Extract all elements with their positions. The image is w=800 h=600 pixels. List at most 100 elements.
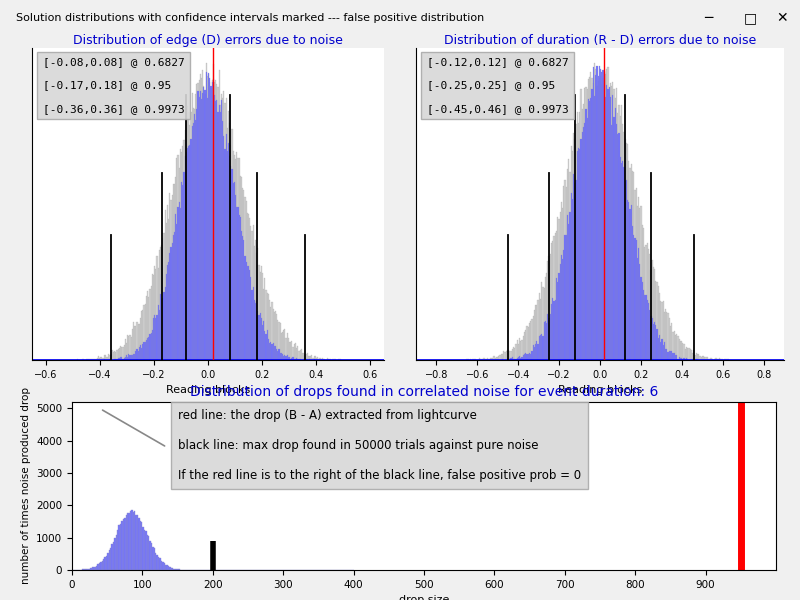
Bar xyxy=(482,359,483,360)
Bar xyxy=(286,355,288,360)
Bar xyxy=(241,230,242,360)
Bar xyxy=(162,238,163,360)
Bar xyxy=(515,359,517,360)
Bar xyxy=(655,325,657,360)
Bar xyxy=(209,82,210,360)
Bar xyxy=(607,89,609,360)
Bar xyxy=(141,348,142,360)
Bar xyxy=(625,181,626,360)
Bar xyxy=(186,119,187,360)
Bar xyxy=(595,69,596,360)
Bar xyxy=(319,358,321,360)
Bar xyxy=(214,95,215,360)
Bar xyxy=(702,356,703,360)
Bar xyxy=(323,359,324,360)
Bar xyxy=(606,68,607,360)
Bar xyxy=(699,356,701,360)
Bar xyxy=(568,159,570,360)
Bar xyxy=(165,565,166,570)
Bar xyxy=(82,569,83,570)
Bar xyxy=(201,78,202,360)
Bar xyxy=(158,310,160,360)
Bar xyxy=(667,313,669,360)
Bar xyxy=(210,86,211,360)
Bar xyxy=(150,333,152,360)
Bar xyxy=(604,71,605,360)
Bar xyxy=(203,86,205,360)
Bar xyxy=(317,358,318,360)
Bar xyxy=(203,88,205,360)
Bar xyxy=(186,152,187,360)
Bar xyxy=(683,344,685,360)
Bar xyxy=(132,329,133,360)
Bar xyxy=(158,557,159,570)
Bar xyxy=(304,355,306,360)
Bar xyxy=(678,339,680,360)
Bar xyxy=(131,510,133,570)
Bar xyxy=(284,329,286,360)
Bar xyxy=(672,332,674,360)
Bar xyxy=(182,185,183,360)
Bar xyxy=(254,246,255,360)
Bar xyxy=(165,209,166,360)
Bar xyxy=(529,353,530,360)
Bar xyxy=(208,73,209,360)
Bar xyxy=(147,338,148,360)
Bar xyxy=(680,341,681,360)
Bar xyxy=(119,348,120,360)
Bar xyxy=(130,337,132,360)
Bar xyxy=(137,322,138,360)
Bar xyxy=(117,530,118,570)
Bar xyxy=(161,300,162,360)
Bar xyxy=(196,84,198,360)
Bar xyxy=(642,282,643,360)
Bar xyxy=(694,355,696,360)
Bar xyxy=(128,513,130,570)
Bar xyxy=(648,249,649,360)
Bar xyxy=(191,94,193,360)
Bar xyxy=(620,116,621,360)
Bar xyxy=(282,355,283,360)
Bar xyxy=(530,354,531,360)
Bar xyxy=(263,289,264,360)
Bar xyxy=(558,218,559,360)
Bar xyxy=(578,148,579,360)
Bar xyxy=(586,89,588,360)
Bar xyxy=(172,568,174,570)
Bar xyxy=(155,553,157,570)
Bar xyxy=(243,190,244,360)
Bar xyxy=(657,282,658,360)
Bar xyxy=(710,358,712,360)
Bar xyxy=(229,155,230,360)
Bar xyxy=(146,340,147,360)
Bar xyxy=(607,67,609,360)
Bar xyxy=(522,336,524,360)
Bar xyxy=(145,342,146,360)
Bar xyxy=(242,188,243,360)
Bar xyxy=(275,311,276,360)
Bar xyxy=(154,315,155,360)
Bar xyxy=(671,351,672,360)
Bar xyxy=(627,200,628,360)
Bar xyxy=(623,133,625,360)
Bar xyxy=(517,358,518,360)
Bar xyxy=(120,358,121,360)
Bar xyxy=(541,283,542,360)
Bar xyxy=(124,518,126,570)
Bar xyxy=(194,114,195,360)
X-axis label: Reading blocks: Reading blocks xyxy=(166,385,250,395)
Bar xyxy=(148,536,150,570)
Bar xyxy=(580,89,582,360)
Bar xyxy=(289,343,290,360)
Bar xyxy=(654,269,655,360)
Bar xyxy=(187,148,188,360)
Bar xyxy=(201,98,202,360)
Bar xyxy=(118,525,120,570)
Bar xyxy=(102,358,103,360)
Bar xyxy=(166,565,168,570)
Bar xyxy=(649,310,650,360)
Bar xyxy=(491,358,492,360)
Bar xyxy=(686,358,687,360)
Bar xyxy=(314,356,316,360)
Bar xyxy=(617,134,618,360)
